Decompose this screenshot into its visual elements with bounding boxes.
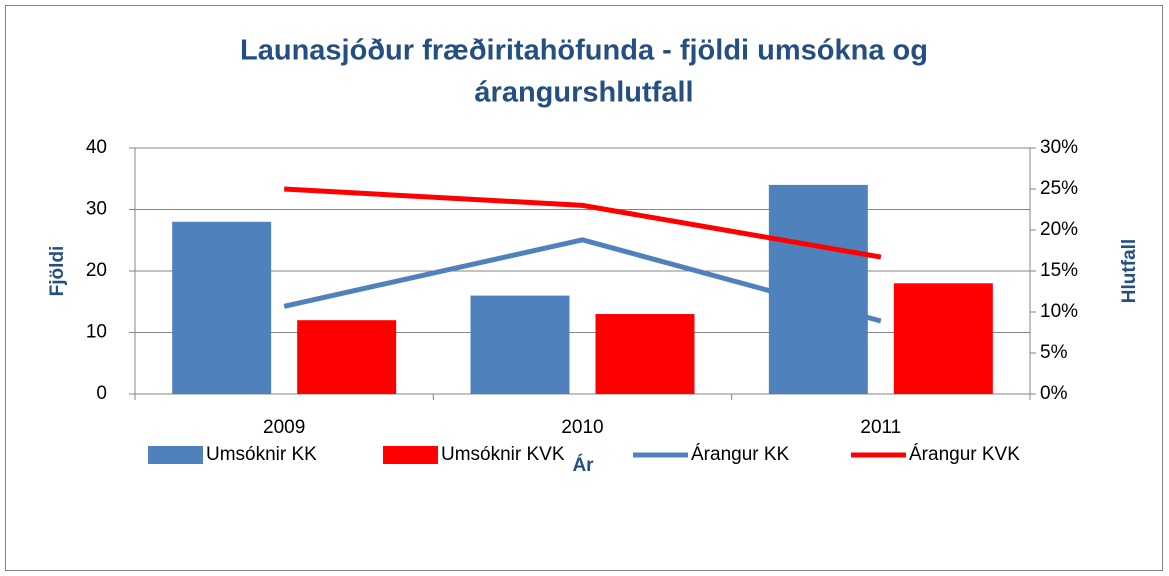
- bar: [595, 314, 695, 394]
- y2-tick-label: 0%: [1040, 383, 1068, 404]
- y-tick-label: 20: [86, 260, 107, 281]
- y2-tick-label: 20%: [1040, 219, 1078, 240]
- bar: [297, 320, 397, 394]
- y2-tick-label: 25%: [1040, 178, 1078, 199]
- legend-swatch: [148, 446, 203, 464]
- y-axis-title: Fjöldi: [47, 246, 68, 297]
- y2-tick-label: 5%: [1040, 342, 1068, 363]
- y-tick-label: 0: [96, 383, 107, 404]
- line-series: [283, 237, 882, 324]
- y2-tick-label: 10%: [1040, 301, 1078, 322]
- x-tick-label: 2009: [263, 417, 305, 438]
- line-series: [284, 186, 882, 260]
- x-tick-label: 2010: [561, 417, 603, 438]
- y-tick-label: 30: [86, 199, 107, 220]
- chart-title: árangurshlutfall: [474, 77, 693, 109]
- legend-swatch: [383, 446, 438, 464]
- x-tick-label: 2011: [860, 417, 901, 438]
- y2-axis-title: Hlutfall: [1119, 239, 1140, 303]
- legend-label: Umsóknir KVK: [441, 444, 565, 465]
- legend-label: Árangur KK: [691, 444, 790, 465]
- legend-label: Umsóknir KK: [206, 444, 317, 465]
- bar: [768, 184, 868, 394]
- x-axis-title: Ár: [572, 454, 594, 476]
- bar: [893, 283, 993, 394]
- y-tick-label: 10: [86, 322, 107, 343]
- y2-tick-label: 30%: [1040, 137, 1078, 158]
- legend-label: Árangur KVK: [909, 444, 1020, 465]
- y-tick-label: 40: [86, 137, 107, 158]
- bar: [470, 295, 570, 394]
- bar: [172, 221, 272, 394]
- y2-tick-label: 15%: [1040, 260, 1078, 281]
- chart-title: Launasjóður fræðiritahöfunda - fjöldi um…: [240, 35, 928, 67]
